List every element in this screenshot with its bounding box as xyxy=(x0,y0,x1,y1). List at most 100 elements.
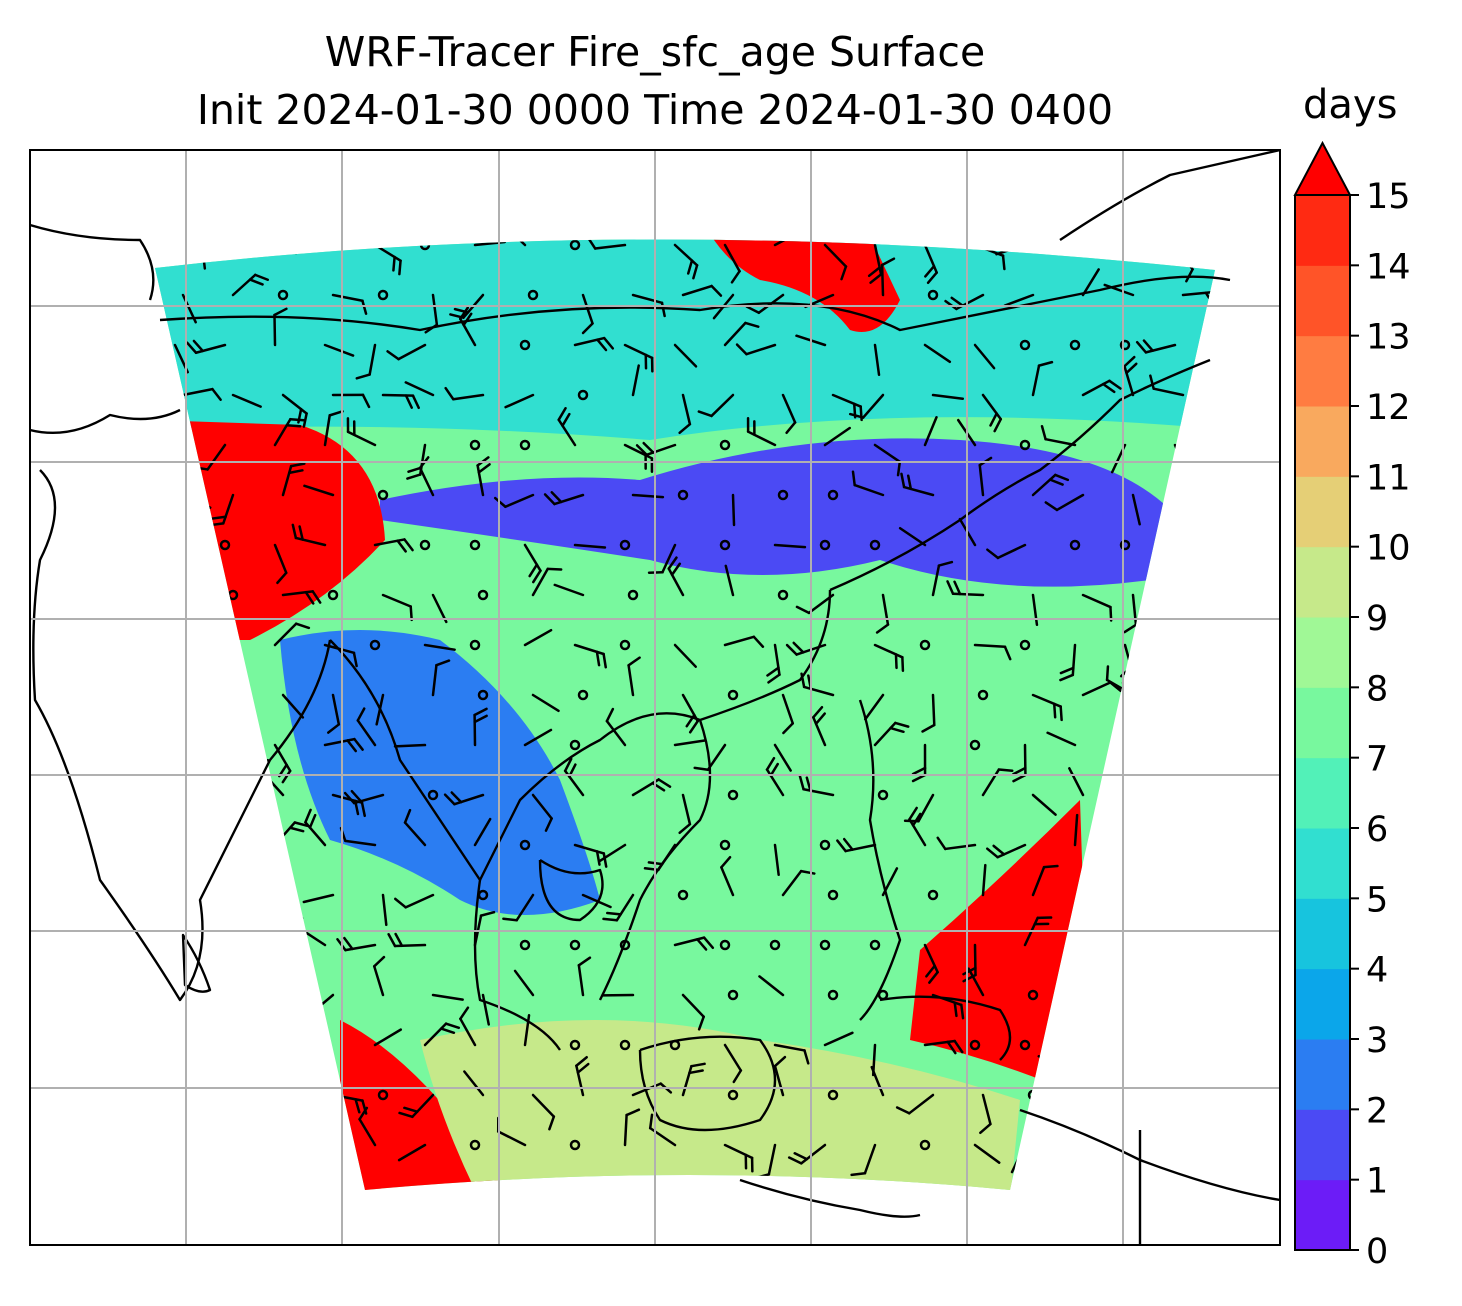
calm-wind-marker-191 xyxy=(227,689,239,701)
wind-barb-52 xyxy=(623,343,654,373)
calm-wind-marker-306 xyxy=(719,939,731,951)
wind-barb-40 xyxy=(1081,268,1100,297)
wind-barb-310 xyxy=(923,943,939,984)
wind-barb-290 xyxy=(981,863,987,897)
wind-barb-108 xyxy=(281,462,306,497)
wind-barb-55 xyxy=(735,343,777,356)
wind-barb-74 xyxy=(678,393,692,435)
wind-barb-49 xyxy=(459,306,477,347)
wind-barb-121 xyxy=(900,472,935,497)
wind-barb-23 xyxy=(231,273,269,297)
wind-barb-202 xyxy=(781,693,795,735)
wind-barb-357 xyxy=(1166,1005,1179,1047)
calm-wind-marker-151 xyxy=(327,589,339,601)
wind-barb-65 xyxy=(231,393,262,408)
wind-barb-250 xyxy=(1068,767,1085,797)
wind-barb-273 xyxy=(1173,839,1207,847)
wind-barb-181 xyxy=(766,643,781,684)
calm-wind-marker-184 xyxy=(919,639,931,651)
wind-barb-98 xyxy=(823,426,851,447)
wind-barb-170 xyxy=(208,606,227,647)
colorbar-segment-4 xyxy=(1295,898,1350,970)
wind-barb-115 xyxy=(631,493,665,499)
calm-wind-marker-371 xyxy=(827,1089,839,1101)
wind-barb-239 xyxy=(531,793,553,832)
calm-wind-marker-308 xyxy=(819,939,831,951)
wind-barb-355 xyxy=(1037,1043,1077,1064)
wind-barb-336 xyxy=(1181,989,1215,1004)
calm-wind-marker-313 xyxy=(1069,939,1081,951)
wind-barb-340 xyxy=(310,1016,327,1047)
colorbar-segment-10 xyxy=(1295,476,1350,548)
colorbar-segment-3 xyxy=(1295,968,1350,1040)
wind-barb-372 xyxy=(870,1065,885,1097)
wind-barb-282 xyxy=(581,893,612,909)
colorbar-tick-label-3: 3 xyxy=(1366,1021,1388,1061)
wind-barb-89 xyxy=(346,417,377,447)
wind-barb-59 xyxy=(973,343,996,370)
colorbar-segment-9 xyxy=(1295,546,1350,618)
colorbar-tick-label-15: 15 xyxy=(1366,177,1411,217)
wind-barb-25 xyxy=(331,293,368,315)
calm-wind-marker-345 xyxy=(569,1039,581,1051)
wind-barb-82 xyxy=(1081,379,1122,397)
wind-barb-221 xyxy=(673,739,706,747)
calm-wind-marker-330 xyxy=(877,989,889,1001)
wind-barb-259 xyxy=(473,817,492,847)
calm-wind-marker-264 xyxy=(719,839,731,851)
wind-barb-20 xyxy=(1095,243,1127,256)
calm-wind-marker-377 xyxy=(1127,1089,1139,1101)
wind-barb-142 xyxy=(898,526,927,547)
colorbar-units-label: days xyxy=(1303,82,1398,128)
calm-wind-marker-110 xyxy=(377,489,389,501)
coastline-9 xyxy=(159,275,1231,332)
wind-barb-271 xyxy=(1073,813,1079,847)
colorbar-tick-label-14: 14 xyxy=(1366,247,1411,287)
colorbar-segment-0 xyxy=(1295,1179,1350,1251)
calm-wind-marker-132 xyxy=(419,539,431,551)
wind-barb-44 xyxy=(185,339,227,355)
wind-barb-393 xyxy=(850,1143,877,1177)
calm-wind-marker-287 xyxy=(827,889,839,901)
wind-barb-130 xyxy=(291,523,327,547)
calm-wind-marker-304 xyxy=(619,939,631,951)
wind-barb-212 xyxy=(194,736,227,747)
calm-wind-marker-376 xyxy=(1077,1089,1089,1101)
wind-barb-283 xyxy=(602,893,635,922)
wind-barb-339 xyxy=(243,1020,277,1047)
wind-barb-139 xyxy=(773,543,807,549)
coastline-1 xyxy=(30,223,155,301)
field-region-8 xyxy=(420,1020,1020,1191)
wind-barb-159 xyxy=(724,564,735,597)
wind-barb-88 xyxy=(323,410,344,447)
wind-barb-113 xyxy=(493,493,535,508)
wind-barb-249 xyxy=(1031,793,1057,816)
wind-barb-156 xyxy=(553,583,585,597)
wind-barb-286 xyxy=(781,869,816,897)
wind-barb-226 xyxy=(911,743,927,783)
wind-barb-78 xyxy=(848,393,885,419)
colorbar-segment-5 xyxy=(1295,828,1350,899)
calm-wind-marker-29 xyxy=(527,289,539,301)
calm-wind-marker-362 xyxy=(377,1089,389,1101)
calm-wind-marker-266 xyxy=(819,839,831,851)
wind-barb-13 xyxy=(773,239,803,247)
gridlines xyxy=(30,150,1280,1245)
wind-barb-236 xyxy=(343,789,385,805)
wind-barb-251 xyxy=(1107,776,1135,797)
calm-wind-marker-385 xyxy=(469,1139,481,1151)
calm-wind-marker-160 xyxy=(777,589,789,601)
calm-wind-marker-91 xyxy=(469,439,481,451)
wind-barb-172 xyxy=(323,643,358,668)
colorbar-tick-label-13: 13 xyxy=(1366,318,1411,358)
calm-wind-marker-62 xyxy=(1119,339,1131,351)
calm-wind-marker-275 xyxy=(227,889,239,901)
wind-barb-129 xyxy=(273,543,288,585)
colorbar-tick-label-10: 10 xyxy=(1366,529,1411,569)
wind-barb-279 xyxy=(393,893,435,909)
wind-barb-73 xyxy=(631,364,640,397)
wind-barb-120 xyxy=(851,470,885,497)
wind-barb-69 xyxy=(404,381,435,397)
coastline-4 xyxy=(329,639,561,1051)
